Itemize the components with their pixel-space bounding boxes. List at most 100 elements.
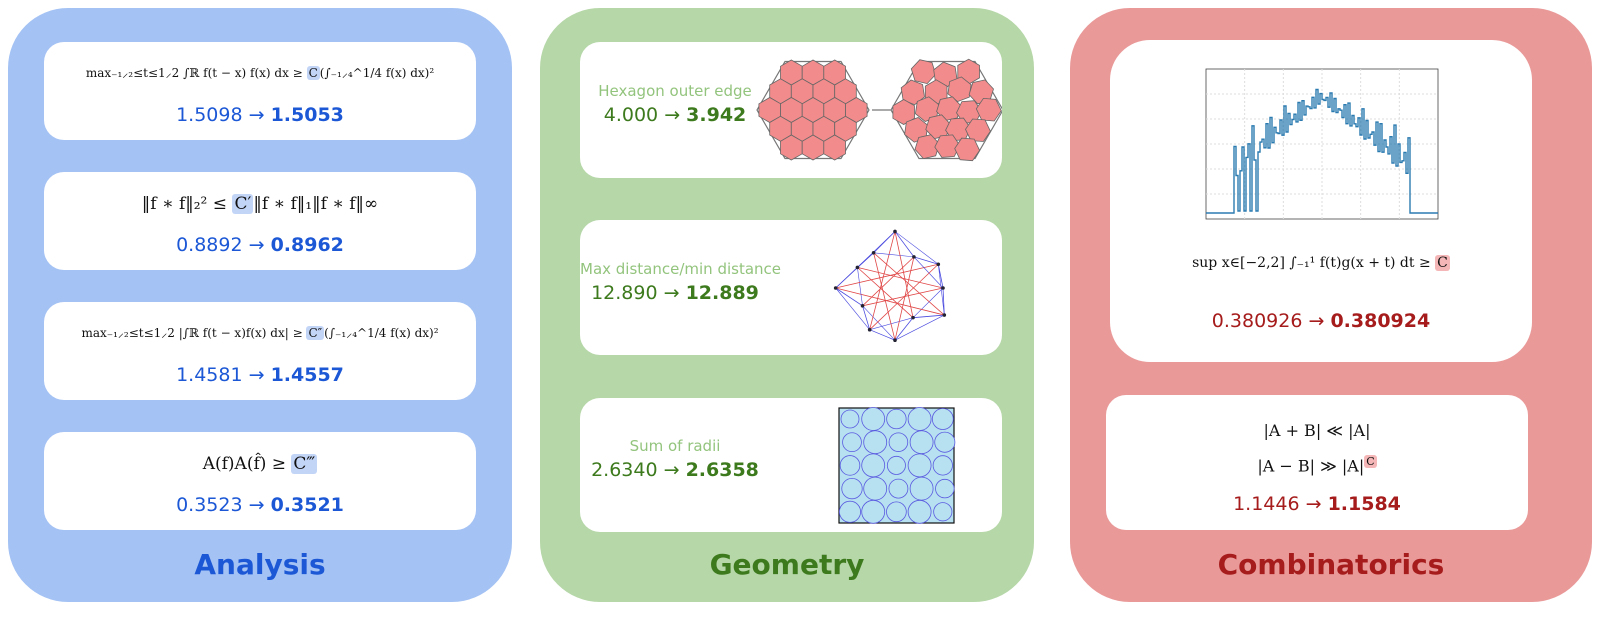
formula: |A − B| ≫ |A| C bbox=[1106, 455, 1528, 475]
formula-text: ‖f ∗ f‖₁‖f ∗ f‖∞ bbox=[253, 194, 379, 214]
arrow: → bbox=[248, 104, 265, 126]
card: |A + B| ≪ |A| |A − B| ≫ |A| C 1.1446 → 1.15… bbox=[1106, 395, 1528, 530]
result: 2.6340 → 2.6358 bbox=[580, 459, 770, 481]
arrow: → bbox=[248, 494, 265, 516]
edge bbox=[857, 267, 863, 306]
arrow: → bbox=[663, 459, 680, 481]
formula-text: max₋₁⸝₂≤t≤1⸝2 |∫ℝ f(t − x)f(x) dx| ≥ bbox=[81, 326, 307, 340]
arrow: → bbox=[663, 281, 680, 304]
after-value: 0.380924 bbox=[1330, 310, 1431, 332]
edge bbox=[862, 256, 915, 307]
packed-circle bbox=[886, 455, 906, 475]
result: 12.890 → 12.889 bbox=[580, 282, 770, 304]
packed-circle bbox=[931, 408, 954, 430]
edge bbox=[913, 314, 945, 319]
vertex bbox=[871, 250, 876, 255]
constant: C″ bbox=[306, 326, 325, 340]
packed-circle bbox=[934, 431, 956, 453]
packed-circle bbox=[863, 476, 888, 501]
result: 1.5098 → 1.5053 bbox=[44, 104, 476, 126]
constant: C bbox=[1435, 255, 1450, 271]
before-value: 1.4581 bbox=[176, 364, 243, 386]
formula-text: A(f)A(f̂) ≥ bbox=[202, 454, 292, 474]
vertex bbox=[942, 313, 947, 317]
edge bbox=[857, 266, 944, 289]
vertex bbox=[893, 338, 897, 342]
formula-text: sup x∈[−2,2] ∫₋₁¹ f(t)g(x + t) dt ≥ bbox=[1192, 255, 1436, 271]
arrow: → bbox=[664, 104, 681, 126]
vertex bbox=[911, 315, 915, 320]
arrow: → bbox=[248, 234, 265, 256]
before-value: 1.5098 bbox=[176, 104, 243, 126]
constant: C bbox=[1364, 455, 1377, 468]
card: A(f)A(f̂) ≥ C‴ 0.3523 → 0.3521 bbox=[44, 432, 476, 530]
small-hexagon bbox=[823, 134, 846, 161]
formula: ‖f ∗ f‖₂² ≤ C′ ‖f ∗ f‖₁‖f ∗ f‖∞ bbox=[44, 194, 476, 214]
card: Max distance/min distance 12.890 → 12.889 bbox=[580, 220, 1002, 355]
packed-circle bbox=[861, 499, 886, 524]
before-value: 0.380926 bbox=[1211, 310, 1303, 332]
edge bbox=[873, 252, 914, 258]
card: Sum of radii 2.6340 → 2.6358 bbox=[580, 398, 1002, 532]
packed-circle bbox=[863, 430, 888, 455]
result: 4.000 → 3.942 bbox=[580, 104, 770, 126]
small-hexagon bbox=[968, 79, 994, 105]
packed-circle bbox=[886, 501, 907, 523]
after-value: 1.5053 bbox=[270, 104, 344, 126]
card: Hexagon outer edge 4.000 → 3.942 bbox=[580, 42, 1002, 178]
formula: A(f)A(f̂) ≥ C‴ bbox=[44, 454, 476, 474]
vertex bbox=[867, 327, 872, 332]
edge bbox=[894, 231, 939, 265]
packed-circle bbox=[840, 409, 860, 429]
panel: Combinatorics sup x∈[−2,2] ∫₋₁¹ f(t)g(x +… bbox=[1070, 8, 1592, 602]
edge bbox=[942, 287, 945, 316]
formula-text: ‖f ∗ f‖₂² ≤ bbox=[141, 194, 233, 214]
edge bbox=[862, 305, 896, 341]
result: 0.380926 → 0.380924 bbox=[1110, 310, 1532, 332]
figure bbox=[756, 58, 1002, 162]
step-line bbox=[1206, 88, 1438, 214]
before-value: 1.1446 bbox=[1233, 493, 1300, 515]
formula: |A + B| ≪ |A| bbox=[1106, 421, 1528, 440]
formula-text: max₋₁⸝₂≤t≤1⸝2 ∫ℝ f(t − x) f(x) dx ≥ bbox=[85, 66, 307, 80]
panel: Analysis max₋₁⸝₂≤t≤1⸝2 ∫ℝ f(t − x) f(x) d… bbox=[8, 8, 512, 602]
edge bbox=[835, 287, 945, 316]
after-value: 0.3521 bbox=[270, 494, 344, 516]
formula: max₋₁⸝₂≤t≤1⸝2 ∫ℝ f(t − x) f(x) dx ≥ C (∫₋… bbox=[44, 64, 476, 81]
step-plot bbox=[1205, 68, 1439, 220]
arrow: → bbox=[1308, 310, 1325, 332]
small-hexagon bbox=[910, 59, 937, 85]
vertex bbox=[833, 286, 838, 290]
formula-text: |A + B| ≪ |A| bbox=[1263, 421, 1371, 440]
panel: Geometry Hexagon outer edge 4.000 → 3.942 M… bbox=[540, 8, 1034, 602]
metric-label: Max distance/min distance bbox=[580, 259, 782, 278]
packed-circle bbox=[909, 430, 934, 455]
card: sup x∈[−2,2] ∫₋₁¹ f(t)g(x + t) dt ≥ C 0.3… bbox=[1110, 40, 1532, 362]
edge bbox=[873, 252, 945, 316]
edge bbox=[912, 287, 944, 318]
small-hexagon bbox=[900, 79, 925, 106]
edge bbox=[857, 267, 914, 318]
small-hexagon bbox=[954, 137, 981, 162]
vertex bbox=[912, 255, 916, 259]
packed-circle bbox=[933, 502, 953, 522]
formula-text: (∫₋₁⸝₄^1/4 f(x) dx)² bbox=[324, 326, 439, 340]
packed-circle bbox=[841, 477, 863, 500]
arrow: → bbox=[1305, 493, 1322, 515]
vertex bbox=[936, 262, 941, 267]
packed-circle bbox=[909, 476, 934, 501]
panel-title: Geometry bbox=[709, 548, 865, 581]
edge bbox=[913, 256, 944, 289]
result: 1.4581 → 1.4557 bbox=[44, 364, 476, 386]
edge bbox=[894, 231, 914, 318]
packed-circle bbox=[932, 455, 953, 476]
edge bbox=[873, 252, 896, 341]
packed-circle bbox=[935, 478, 955, 499]
card: ‖f ∗ f‖₂² ≤ C′ ‖f ∗ f‖₁‖f ∗ f‖∞ 0.8892 → 0… bbox=[44, 172, 476, 270]
constant: C′ bbox=[232, 194, 254, 214]
before-value: 12.890 bbox=[591, 281, 658, 304]
formula: sup x∈[−2,2] ∫₋₁¹ f(t)g(x + t) dt ≥ C bbox=[1110, 255, 1532, 271]
after-value: 1.1584 bbox=[1327, 493, 1401, 515]
packed-circle bbox=[888, 478, 909, 499]
vertex bbox=[893, 229, 897, 234]
